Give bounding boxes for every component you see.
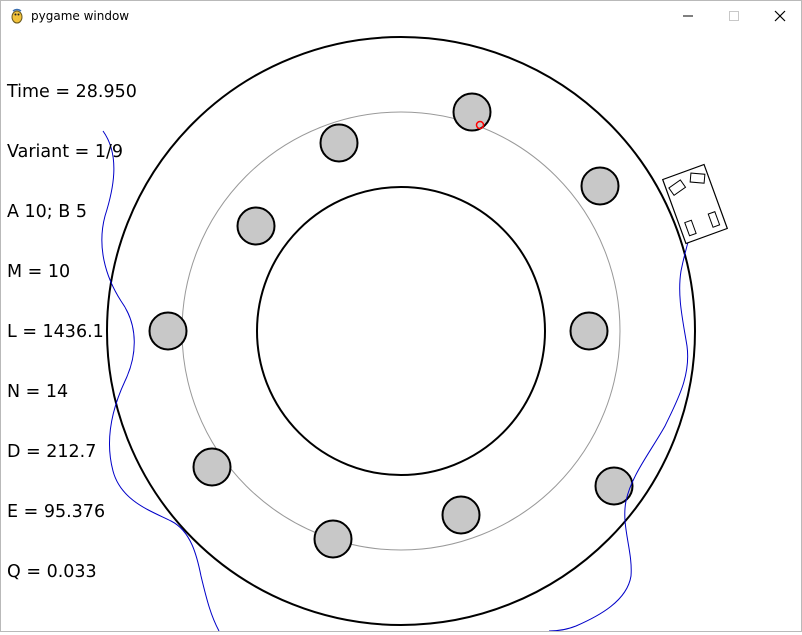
obstacles [148, 92, 634, 559]
obstacle [569, 311, 609, 351]
obstacle [148, 311, 188, 351]
obstacle [594, 466, 634, 506]
minimize-button[interactable] [665, 1, 711, 31]
hud-e: E = 95.376 [7, 502, 106, 522]
maximize-icon [729, 11, 739, 21]
window-title: pygame window [31, 9, 130, 23]
obstacle [236, 206, 276, 246]
hud-stats: Time = 28.950 Variant = 1/9 A 10; B 5 M … [7, 42, 137, 622]
game-scene [101, 36, 729, 632]
hud-time: Time = 28.950 [7, 82, 137, 102]
guide-circle [181, 111, 621, 551]
obstacle [192, 447, 232, 487]
obstacle [319, 123, 359, 163]
obstacle [580, 166, 620, 206]
hud-ab: A 10; B 5 [7, 202, 87, 222]
close-icon [774, 10, 786, 22]
game-canvas[interactable]: Time = 28.950 Variant = 1/9 A 10; B 5 M … [1, 31, 801, 632]
minimize-icon [683, 15, 693, 17]
pygame-snake-icon [11, 8, 23, 24]
inner-track-boundary [256, 186, 546, 476]
obstacle [313, 519, 353, 559]
hud-m: M = 10 [7, 262, 71, 282]
obstacle [452, 92, 492, 132]
outer-track-boundary [106, 36, 696, 626]
hud-d: D = 212.7 [7, 442, 97, 462]
vehicle-wheel [689, 172, 706, 184]
hud-variant: Variant = 1/9 [7, 142, 124, 162]
target-marker [475, 120, 485, 130]
vehicle-wheel [668, 179, 687, 197]
obstacle [441, 495, 481, 535]
title-bar[interactable]: pygame window [1, 1, 801, 31]
robot-vehicle [661, 163, 729, 245]
hud-n: N = 14 [7, 382, 69, 402]
hud-q: Q = 0.033 [7, 562, 97, 582]
close-button[interactable] [757, 1, 802, 31]
vehicle-wheel [684, 219, 697, 237]
vehicle-wheel [707, 211, 721, 228]
hud-l: L = 1436.1 [7, 322, 104, 342]
trajectory-right [548, 212, 698, 632]
maximize-button [711, 1, 757, 31]
trajectory-left [101, 130, 220, 632]
